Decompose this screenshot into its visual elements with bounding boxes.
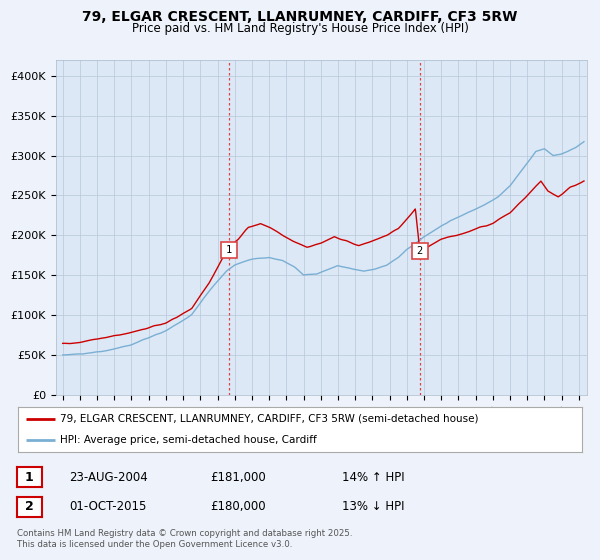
Text: 13% ↓ HPI: 13% ↓ HPI bbox=[342, 500, 404, 514]
Text: 01-OCT-2015: 01-OCT-2015 bbox=[69, 500, 146, 514]
Text: 79, ELGAR CRESCENT, LLANRUMNEY, CARDIFF, CF3 5RW (semi-detached house): 79, ELGAR CRESCENT, LLANRUMNEY, CARDIFF,… bbox=[60, 414, 479, 424]
Text: 2: 2 bbox=[25, 500, 34, 514]
Text: 14% ↑ HPI: 14% ↑ HPI bbox=[342, 470, 404, 484]
Text: 2: 2 bbox=[416, 246, 423, 256]
Text: HPI: Average price, semi-detached house, Cardiff: HPI: Average price, semi-detached house,… bbox=[60, 435, 317, 445]
Text: £181,000: £181,000 bbox=[210, 470, 266, 484]
Text: Contains HM Land Registry data © Crown copyright and database right 2025.
This d: Contains HM Land Registry data © Crown c… bbox=[17, 529, 352, 549]
Text: Price paid vs. HM Land Registry's House Price Index (HPI): Price paid vs. HM Land Registry's House … bbox=[131, 22, 469, 35]
Text: 79, ELGAR CRESCENT, LLANRUMNEY, CARDIFF, CF3 5RW: 79, ELGAR CRESCENT, LLANRUMNEY, CARDIFF,… bbox=[82, 10, 518, 24]
Text: 1: 1 bbox=[25, 470, 34, 484]
Text: 23-AUG-2004: 23-AUG-2004 bbox=[69, 470, 148, 484]
Text: 1: 1 bbox=[226, 245, 232, 255]
Text: £180,000: £180,000 bbox=[210, 500, 266, 514]
